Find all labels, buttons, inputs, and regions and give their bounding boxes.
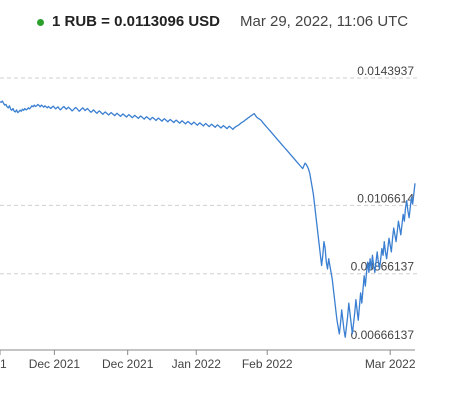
x-tick-label: Feb 2022	[242, 357, 293, 371]
x-tick-label: Mar 2022	[365, 357, 416, 371]
rate-series-line	[0, 100, 416, 338]
x-tick-label: Jan 2022	[172, 357, 222, 371]
y-tick-label: 0.00666137	[351, 328, 415, 342]
series-group	[0, 100, 416, 338]
x-tick-label: 21	[0, 357, 7, 371]
y-tick-label: 0.0143937	[357, 64, 414, 78]
y-tick-label: 0.0106614	[357, 191, 414, 205]
exchange-rate: 1 RUB = 0.0113096 USD	[52, 13, 221, 30]
live-status-dot	[37, 19, 44, 26]
rate-header: 1 RUB = 0.0113096 USD Mar 29, 2022, 11:0…	[0, 0, 463, 44]
y-axis-labels: 0.0143937 0.0106614 0.00866137 0.00666137	[351, 64, 415, 342]
rate-timestamp: Mar 29, 2022, 11:06 UTC	[240, 13, 409, 30]
x-axis: 21 Dec 2021 Dec 2021 Jan 2022 Feb 2022 Mar 20…	[0, 349, 416, 371]
y-tick-label: 0.00866137	[351, 260, 415, 274]
x-tick-label: Dec 2021	[29, 357, 81, 371]
x-tick-label: Dec 2021	[102, 357, 154, 371]
